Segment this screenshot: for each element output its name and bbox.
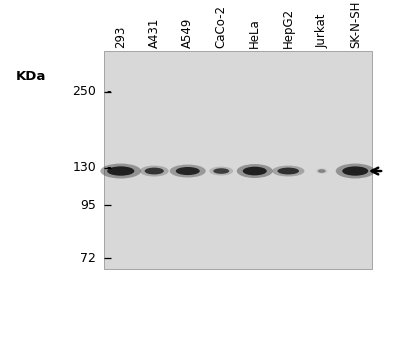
Ellipse shape [176, 167, 200, 175]
Ellipse shape [278, 168, 299, 174]
Text: A549: A549 [181, 18, 194, 48]
Text: -: - [106, 85, 110, 98]
Text: 130: 130 [72, 161, 96, 174]
Text: -: - [106, 252, 110, 265]
Ellipse shape [272, 166, 304, 176]
Text: 250: 250 [72, 85, 96, 98]
Text: 72: 72 [80, 252, 96, 265]
Text: KDa: KDa [16, 70, 46, 83]
Ellipse shape [145, 168, 164, 174]
Text: HeLa: HeLa [248, 18, 261, 48]
Ellipse shape [237, 164, 273, 178]
Text: HepG2: HepG2 [282, 8, 295, 48]
Text: A431: A431 [148, 18, 161, 48]
Ellipse shape [318, 169, 326, 173]
Text: CaCo-2: CaCo-2 [215, 5, 228, 48]
Ellipse shape [140, 166, 169, 176]
Ellipse shape [213, 168, 229, 174]
Ellipse shape [100, 163, 141, 179]
Ellipse shape [170, 164, 206, 178]
Text: 293: 293 [114, 26, 127, 48]
Ellipse shape [243, 167, 267, 175]
Ellipse shape [107, 166, 134, 176]
Text: Jurkat: Jurkat [315, 14, 328, 48]
Ellipse shape [209, 167, 233, 175]
Bar [104, 51, 372, 269]
Text: SK-N-SH: SK-N-SH [349, 1, 362, 48]
Text: -: - [106, 199, 110, 212]
Ellipse shape [316, 168, 328, 174]
Ellipse shape [342, 166, 368, 176]
Text: -: - [106, 161, 110, 174]
Text: 95: 95 [80, 199, 96, 212]
Ellipse shape [336, 163, 375, 179]
